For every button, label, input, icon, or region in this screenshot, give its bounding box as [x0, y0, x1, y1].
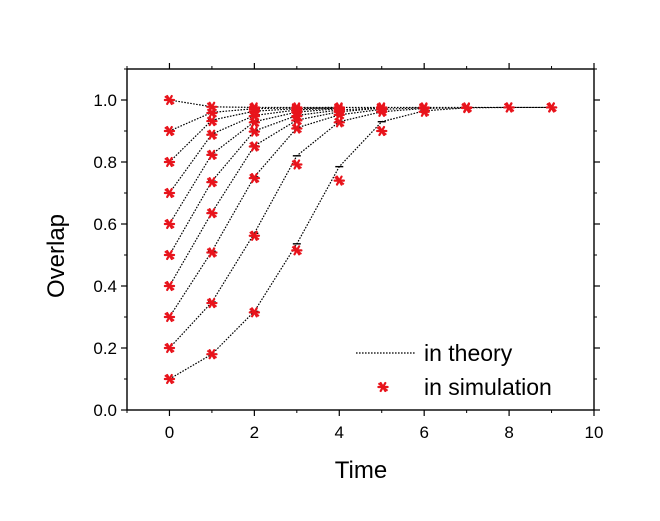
simulation-point	[248, 230, 261, 241]
simulation-point	[163, 187, 176, 199]
theory-lines	[165, 99, 556, 380]
simulation-point	[206, 115, 218, 127]
theory-line-2	[169, 106, 340, 132]
plot-frame	[126, 68, 595, 411]
simulation-point	[206, 349, 218, 360]
simulation-point	[206, 297, 218, 309]
simulation-point	[163, 280, 176, 292]
y-tick-label: 0.0	[93, 401, 117, 420]
legend: in theory in simulation	[356, 340, 552, 400]
simulation-point	[460, 102, 473, 114]
theory-line-4	[168, 107, 340, 194]
simulation-point	[333, 175, 345, 186]
legend-simulation-label: in simulation	[424, 374, 552, 400]
simulation-point	[163, 311, 176, 323]
simulation-point	[206, 247, 218, 258]
y-tick-label: 0.8	[93, 153, 117, 172]
simulation-point	[163, 249, 176, 261]
simulation-markers	[163, 94, 558, 385]
simulation-point	[376, 125, 388, 137]
simulation-point	[206, 107, 218, 119]
simulation-point	[418, 106, 430, 117]
simulation-point	[376, 106, 388, 117]
y-tick-label: 0.2	[93, 339, 117, 358]
y-tick-label: 0.6	[93, 215, 117, 234]
simulation-point	[291, 123, 303, 134]
simulation-point	[163, 218, 176, 230]
theory-line-5	[168, 108, 340, 225]
x-axis-title: Time	[335, 457, 387, 484]
x-tick-label: 8	[504, 423, 513, 442]
y-axis-title: Overlap	[43, 214, 70, 298]
simulation-point	[163, 94, 176, 106]
simulation-point	[333, 117, 345, 128]
simulation-point	[291, 159, 303, 170]
x-tick-label: 0	[165, 423, 174, 442]
theory-line-1	[169, 99, 552, 109]
y-tick-label: 0.4	[93, 277, 117, 296]
simulation-point	[206, 208, 218, 219]
simulation-point	[248, 117, 261, 128]
simulation-point	[163, 125, 176, 137]
simulation-point	[248, 173, 261, 184]
x-tick-label: 6	[419, 423, 428, 442]
legend-theory-label: in theory	[424, 340, 513, 366]
simulation-point	[291, 245, 303, 256]
theory-line-9	[169, 107, 467, 349]
legend-star	[377, 381, 389, 393]
simulation-point	[206, 129, 218, 140]
axis-ticks: 0 2 4 6 8 10 0.0 0.2 0.4 0.6 0.8 1.0	[93, 63, 603, 442]
simulation-point	[333, 109, 345, 120]
theory-line-10	[169, 106, 552, 380]
simulation-point	[206, 149, 218, 160]
theory-line-7	[168, 107, 382, 287]
simulation-point	[163, 373, 176, 385]
legend-simulation-marker	[377, 381, 389, 393]
simulation-point	[248, 126, 261, 137]
simulation-point	[206, 177, 218, 188]
simulation-point	[291, 115, 303, 126]
simulation-point	[545, 102, 558, 113]
x-tick-label: 4	[335, 423, 344, 442]
simulation-point	[248, 141, 261, 152]
y-tick-label: 1.0	[93, 91, 117, 110]
simulation-point	[163, 342, 176, 354]
simulation-point	[163, 156, 176, 168]
x-tick-label: 10	[585, 423, 604, 442]
x-tick-label: 2	[250, 423, 259, 442]
simulation-point	[503, 102, 515, 113]
simulation-point	[248, 307, 261, 318]
